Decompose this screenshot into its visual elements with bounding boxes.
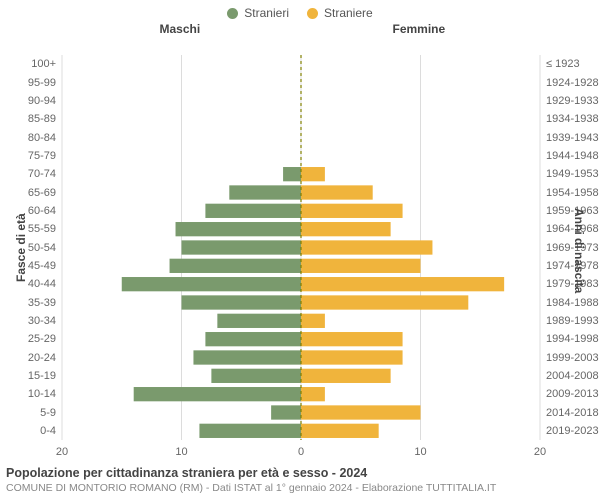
bar-female xyxy=(301,240,432,254)
ytick-years: ≤ 1923 xyxy=(546,58,580,70)
bar-male xyxy=(182,240,302,254)
bar-male xyxy=(283,167,301,181)
ytick-age: 70-74 xyxy=(0,168,56,180)
ytick-years: 1994-1998 xyxy=(546,333,599,345)
ytick-age: 25-29 xyxy=(0,333,56,345)
bar-female xyxy=(301,369,391,383)
ytick-age: 5-9 xyxy=(0,407,56,419)
bar-male xyxy=(182,295,302,309)
ytick-years: 1954-1958 xyxy=(546,187,599,199)
bar-female xyxy=(301,350,403,364)
xtick: 10 xyxy=(175,446,187,458)
bar-female xyxy=(301,314,325,328)
plot-area: 0-4 2019-2023 5-9 2014-2018 10-14 2009-2013 15… xyxy=(0,0,600,500)
ytick-years: 1929-1933 xyxy=(546,95,599,107)
bar-female xyxy=(301,167,325,181)
ytick-age: 45-49 xyxy=(0,260,56,272)
ytick-years: 1924-1928 xyxy=(546,77,599,89)
chart-subtitle: COMUNE DI MONTORIO ROMANO (RM) - Dati IS… xyxy=(6,482,594,494)
ytick-years: 1984-1988 xyxy=(546,297,599,309)
ytick-years: 1999-2003 xyxy=(546,352,599,364)
ytick-age: 35-39 xyxy=(0,297,56,309)
ytick-years: 1934-1938 xyxy=(546,113,599,125)
ytick-age: 65-69 xyxy=(0,187,56,199)
ytick-age: 15-19 xyxy=(0,370,56,382)
bar-female xyxy=(301,277,504,291)
ytick-age: 30-34 xyxy=(0,315,56,327)
xtick: 10 xyxy=(414,446,426,458)
xtick: 20 xyxy=(56,446,68,458)
xtick: 0 xyxy=(298,446,304,458)
bar-female xyxy=(301,222,391,236)
ytick-years: 2014-2018 xyxy=(546,407,599,419)
ytick-years: 1989-1993 xyxy=(546,315,599,327)
bar-male xyxy=(205,332,301,346)
bar-female xyxy=(301,387,325,401)
ytick-age: 0-4 xyxy=(0,425,56,437)
ytick-years: 2019-2023 xyxy=(546,425,599,437)
chart-root: Stranieri Straniere Maschi Femmine 0-420… xyxy=(0,0,600,500)
bar-male xyxy=(211,369,301,383)
bar-female xyxy=(301,332,403,346)
ytick-years: 1944-1948 xyxy=(546,150,599,162)
bar-male xyxy=(134,387,301,401)
bar-male xyxy=(217,314,301,328)
bar-male xyxy=(271,405,301,419)
ytick-age: 100+ xyxy=(0,58,56,70)
ytick-age: 20-24 xyxy=(0,352,56,364)
bar-male xyxy=(205,204,301,218)
ytick-age: 85-89 xyxy=(0,113,56,125)
ytick-years: 1939-1943 xyxy=(546,132,599,144)
ytick-years: 2004-2008 xyxy=(546,370,599,382)
bar-female xyxy=(301,259,421,273)
ytick-years: 2009-2013 xyxy=(546,388,599,400)
bar-male xyxy=(193,350,301,364)
ytick-age: 90-94 xyxy=(0,95,56,107)
ytick-years: 1949-1953 xyxy=(546,168,599,180)
ytick-age: 75-79 xyxy=(0,150,56,162)
bar-female xyxy=(301,204,403,218)
bar-female xyxy=(301,295,468,309)
bar-male xyxy=(176,222,301,236)
chart-title: Popolazione per cittadinanza straniera p… xyxy=(6,466,594,480)
xtick: 20 xyxy=(534,446,546,458)
footer: Popolazione per cittadinanza straniera p… xyxy=(6,466,594,494)
ytick-age: 60-64 xyxy=(0,205,56,217)
ytick-age: 50-54 xyxy=(0,242,56,254)
bar-female xyxy=(301,424,379,438)
ytick-age: 95-99 xyxy=(0,77,56,89)
bar-male xyxy=(122,277,301,291)
ytick-age: 10-14 xyxy=(0,388,56,400)
bar-male xyxy=(170,259,301,273)
bar-male xyxy=(199,424,301,438)
bar-male xyxy=(229,185,301,199)
ytick-age: 80-84 xyxy=(0,132,56,144)
bar-female xyxy=(301,185,373,199)
y-axis-title-left: Fasce di età xyxy=(14,213,28,282)
ytick-age: 55-59 xyxy=(0,223,56,235)
ytick-age: 40-44 xyxy=(0,278,56,290)
bar-female xyxy=(301,405,421,419)
